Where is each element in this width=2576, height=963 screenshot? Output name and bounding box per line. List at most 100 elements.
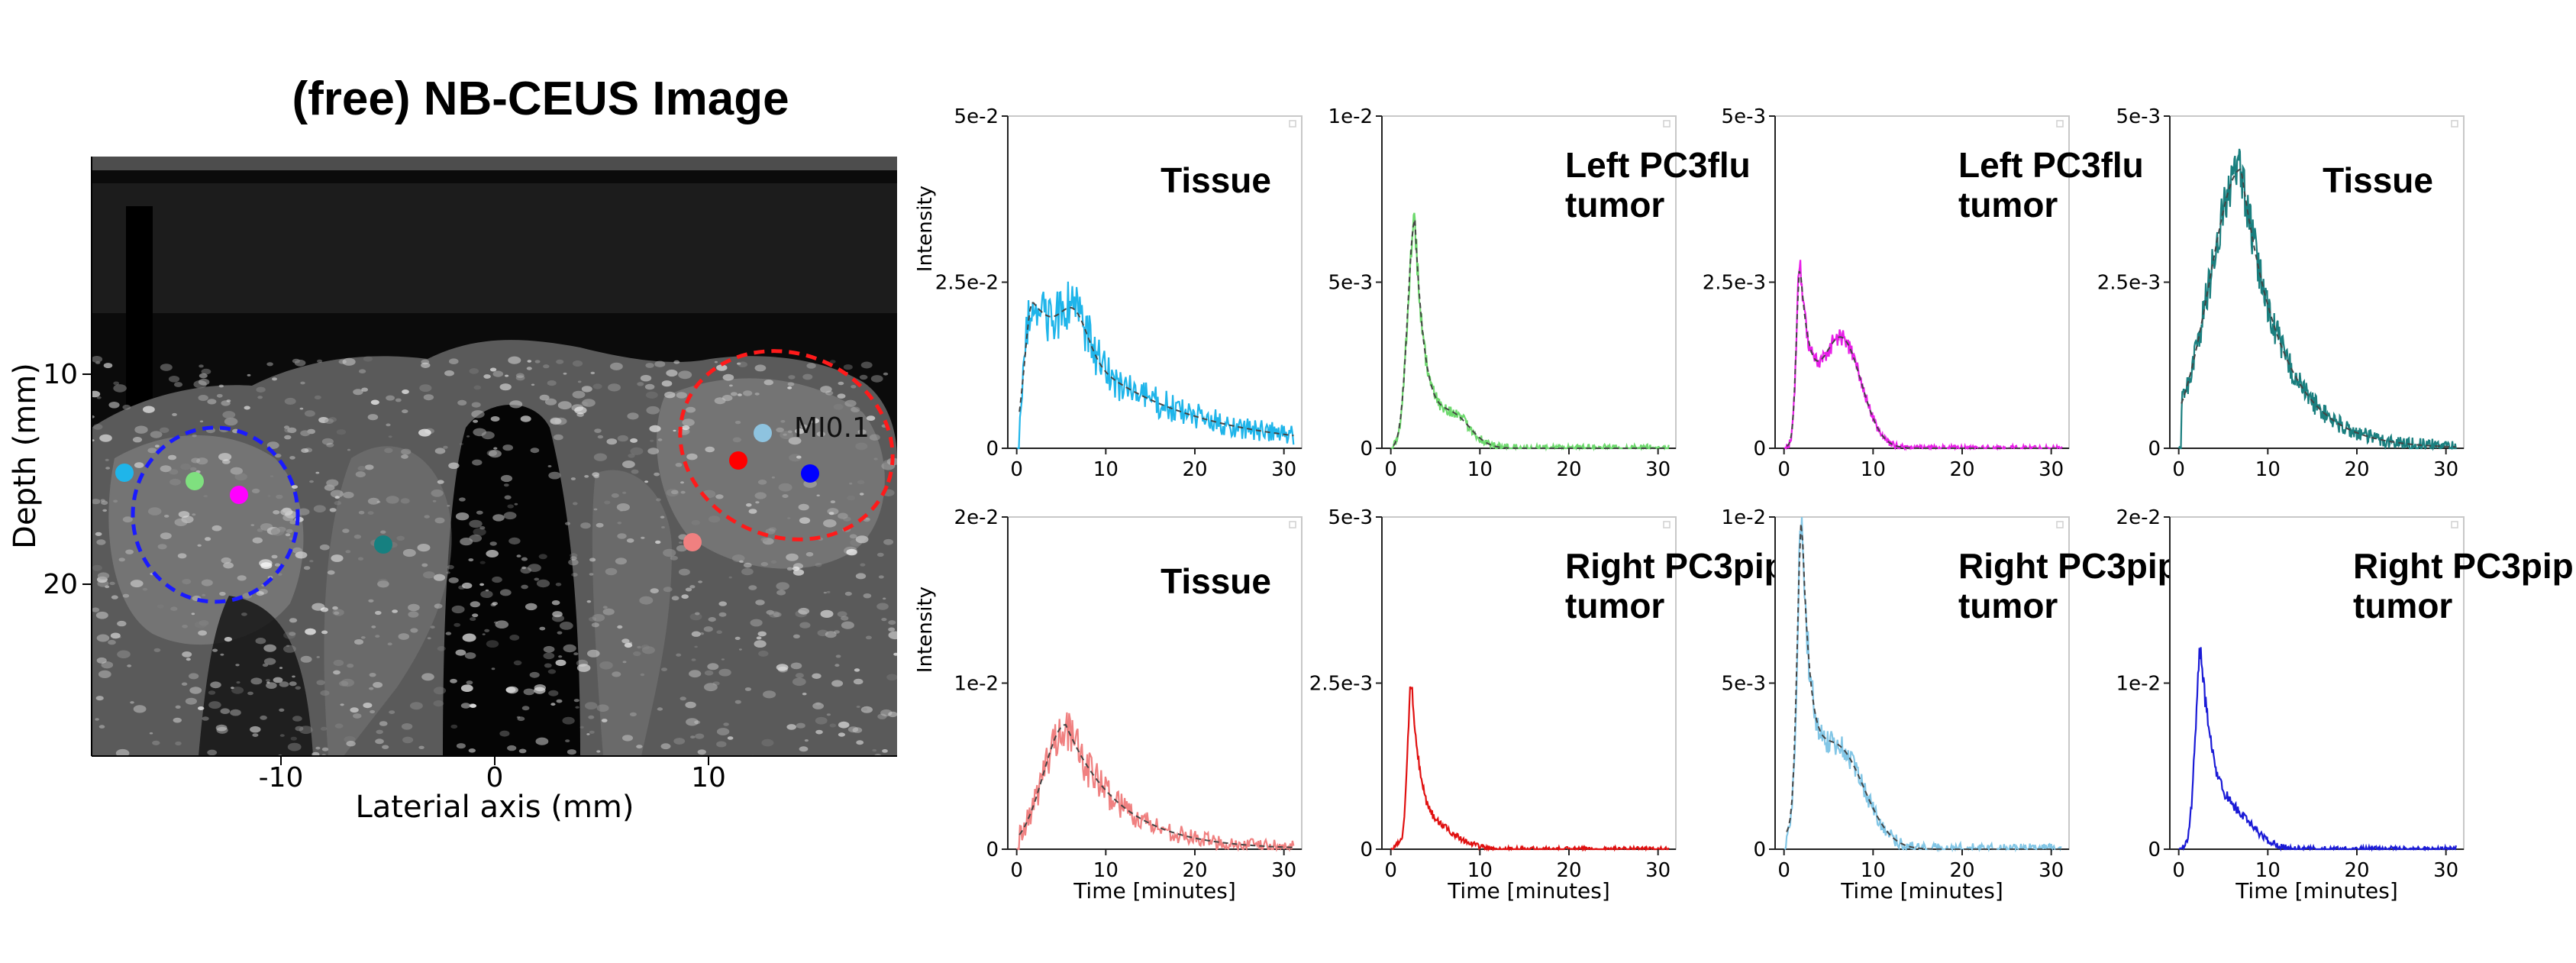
image-y-tick-label: 20 <box>43 569 78 600</box>
chart-frame <box>1381 516 1677 850</box>
image-y-tick: 10 <box>43 359 92 390</box>
panel-label: tumor <box>1958 586 2058 625</box>
roi-point-blue <box>801 464 819 483</box>
curve-chart-5: 0 10 20 30 0 1e-2 2e-2 Intensity Time [minutes] T… <box>914 506 1303 903</box>
panel-label: Tissue <box>1160 160 1271 200</box>
y-tick-label: 5e-3 <box>1722 673 1766 696</box>
roi-point-magenta <box>230 486 248 504</box>
y-tick-label: 2.5e-3 <box>1309 673 1373 696</box>
y-tick-label: 5e-2 <box>954 105 999 128</box>
legend-marker <box>1663 521 1671 528</box>
y-tick-label: 1e-2 <box>1722 506 1766 529</box>
x-tick-label: 0 <box>1010 859 1023 882</box>
mechanical-index-label: MI0.1 <box>794 412 870 444</box>
panel-label: Right PC3pip <box>2353 546 2574 586</box>
x-tick-label: 0 <box>1010 458 1023 481</box>
y-tick-label: 2e-2 <box>954 506 999 529</box>
y-tick-label: 2.5e-2 <box>935 272 999 295</box>
y-tick-label: 0 <box>2148 839 2161 861</box>
panel-label: tumor <box>1565 586 1664 625</box>
y-tick-label: 0 <box>986 839 999 861</box>
roi-point-salmon <box>683 533 702 551</box>
panel-label: Tissue <box>2323 160 2433 200</box>
figure-title: (free) NB-CEUS Image <box>292 73 789 125</box>
panel-label: tumor <box>1565 185 1664 225</box>
chart-frame <box>2169 115 2465 449</box>
x-tick-label: 20 <box>1556 458 1581 481</box>
x-tick-label: 10 <box>1467 458 1493 481</box>
x-tick-label: 10 <box>1467 859 1493 882</box>
roi-point-sky-blue <box>115 464 134 482</box>
x-tick-label: 30 <box>2433 859 2458 882</box>
x-tick-label: 30 <box>1271 859 1296 882</box>
image-x-tick: 0 <box>486 756 503 793</box>
fit-curve <box>1786 270 2061 449</box>
chart-frame <box>1007 516 1303 850</box>
image-y-axis-label: Depth (mm) <box>8 363 43 549</box>
y-tick-label: 5e-3 <box>1722 105 1766 128</box>
curve-chart-6: 0 10 20 30 0 2.5e-3 5e-3 Time [minutes] Right PC… <box>1309 506 1786 903</box>
panel-label: tumor <box>2353 586 2452 625</box>
x-axis-label: Time [minutes] <box>1840 878 2003 903</box>
x-tick-label: 30 <box>1645 859 1671 882</box>
roi-point-light-green <box>186 472 204 490</box>
roi-point-teal <box>374 535 392 554</box>
fit-curve <box>2181 168 2456 448</box>
ultrasound-speckle <box>92 356 897 756</box>
y-tick-label: 0 <box>1360 438 1373 460</box>
panel-label: Left PC3flu <box>1565 145 1751 185</box>
time-intensity-curves: 0 10 20 30 0 2.5e-2 5e-2 Intensity Tissue 0 10 20 30… <box>914 105 2574 903</box>
x-tick-label: 20 <box>1182 859 1207 882</box>
x-tick-label: 30 <box>2039 859 2064 882</box>
x-tick-label: 10 <box>2255 458 2281 481</box>
x-tick-label: 0 <box>1777 859 1790 882</box>
x-tick-label: 0 <box>1384 458 1397 481</box>
intensity-series <box>1016 281 1295 450</box>
roi-points <box>115 424 819 554</box>
panel-label: Right PC3pip <box>1958 546 2179 586</box>
y-tick-label: 2.5e-3 <box>1703 272 1766 295</box>
y-tick-label: 0 <box>1753 839 1766 861</box>
x-axis-label: Time [minutes] <box>1447 878 1610 903</box>
x-tick-label: 0 <box>1777 458 1790 481</box>
x-tick-label: 30 <box>2433 458 2458 481</box>
x-tick-label: 20 <box>2344 458 2369 481</box>
intensity-series <box>1016 712 1295 852</box>
intensity-series <box>1784 516 2062 853</box>
ultrasound-image: MI0.1 <box>92 157 897 756</box>
y-tick-label: 0 <box>986 438 999 460</box>
legend-marker <box>2056 120 2064 128</box>
y-axis-label: Intensity <box>914 186 937 272</box>
x-tick-label: 20 <box>2344 859 2369 882</box>
legend-marker <box>1289 120 1296 128</box>
image-x-tick: 10 <box>691 756 726 793</box>
curve-chart-4: 0 10 20 30 0 2.5e-3 5e-3 Tissue <box>2097 105 2465 481</box>
fit-curve <box>1786 523 2061 850</box>
x-tick-label: 10 <box>1861 859 1886 882</box>
y-tick-label: 1e-2 <box>1328 105 1373 128</box>
x-axis-label: Time [minutes] <box>1073 878 1236 903</box>
x-tick-label: 0 <box>2172 859 2185 882</box>
fit-curve <box>1018 302 1294 437</box>
roi-point-light-steel-blue <box>754 424 772 442</box>
chart-frame <box>1774 115 2070 449</box>
x-tick-label: 10 <box>1093 458 1119 481</box>
panel-label: Tissue <box>1160 561 1271 601</box>
panel-label: Right PC3pip <box>1565 546 1786 586</box>
image-x-axis-label: Laterial axis (mm) <box>356 790 634 825</box>
x-tick-label: 10 <box>2255 859 2281 882</box>
right-tumor-roi-circle <box>678 349 895 541</box>
y-tick-label: 1e-2 <box>954 673 999 696</box>
y-tick-label: 5e-3 <box>1328 506 1373 529</box>
image-x-tick-label: 10 <box>691 762 726 793</box>
curve-chart-8: 0 10 20 30 0 1e-2 2e-2 Time [minutes] Right PC3p… <box>2116 506 2574 903</box>
legend-marker <box>1663 120 1671 128</box>
y-tick-label: 0 <box>1360 839 1373 861</box>
image-y-axis: 10 20 Depth (mm) <box>8 157 92 756</box>
image-y-tick-label: 10 <box>43 359 78 390</box>
image-x-axis: -10 0 10 Laterial axis (mm) <box>92 755 897 825</box>
image-y-tick: 20 <box>43 569 92 600</box>
legend-marker <box>2451 120 2458 128</box>
chart-frame <box>1774 516 2070 850</box>
